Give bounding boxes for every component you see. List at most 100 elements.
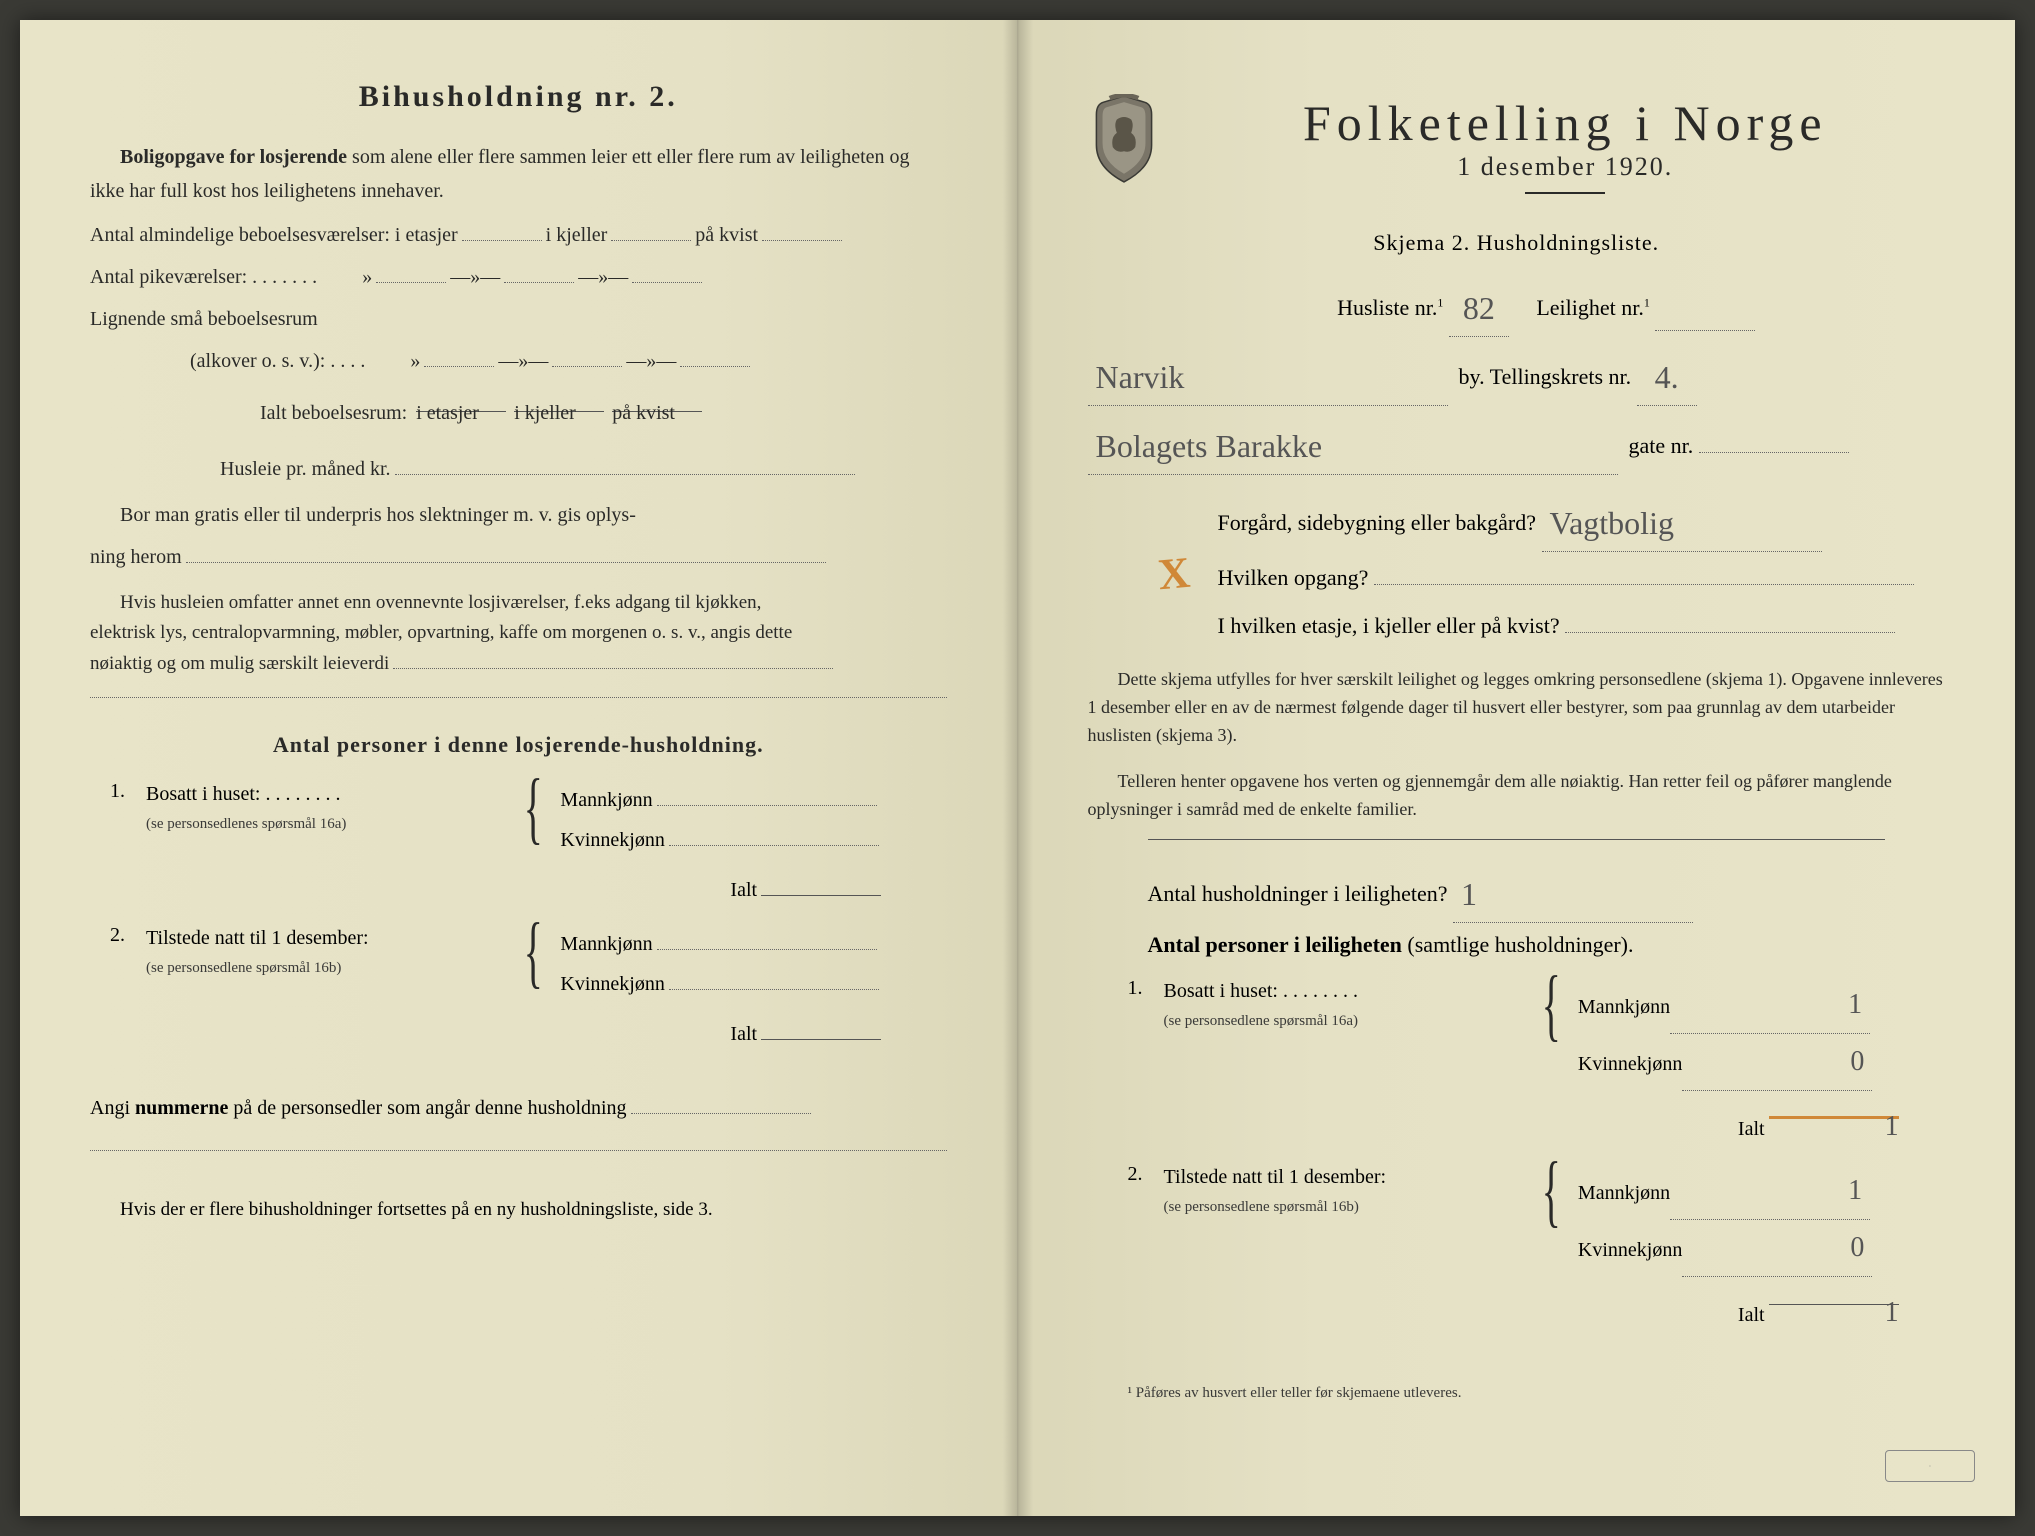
skjema-line: Skjema 2. Husholdningsliste. bbox=[1088, 230, 1946, 256]
left-page: Bihusholdning nr. 2. Boligopgave for los… bbox=[20, 20, 1018, 1516]
list-item-1: 1. Bosatt i huset: . . . . . . . . (se p… bbox=[110, 780, 947, 910]
r-ialt2-val: 1 bbox=[1885, 1297, 1899, 1328]
gate-label: gate nr. bbox=[1629, 433, 1694, 458]
husliste-row: Husliste nr.1 82 Leilighet nr.1 bbox=[1088, 272, 1946, 337]
ialt-text: Ialt bbox=[730, 879, 757, 901]
rooms-row: Antal almindelige beboelsesværelser: i e… bbox=[90, 214, 947, 256]
forgard-label: Forgård, sidebygning eller bakgård? bbox=[1218, 510, 1537, 535]
etasje-row: I hvilken etasje, i kjeller eller på kvi… bbox=[1088, 604, 1946, 648]
angi-rest: på de personsedler som angår denne husho… bbox=[228, 1097, 626, 1119]
document-spread: Bihusholdning nr. 2. Boligopgave for los… bbox=[20, 20, 2015, 1516]
rooms-label: Antal almindelige beboelsesværelser: i e… bbox=[90, 224, 458, 246]
right-page: Folketelling i Norge 1 desember 1920. Sk… bbox=[1018, 20, 2016, 1516]
gratis-row1: Bor man gratis eller til underpris hos s… bbox=[90, 494, 947, 536]
left-footer: Hvis der er flere bihusholdninger fortse… bbox=[90, 1199, 947, 1221]
item2-sub: (se personsedlene spørsmål 16b) bbox=[146, 960, 341, 976]
note-row1: Hvis husleien omfatter annet enn ovennev… bbox=[90, 588, 947, 618]
instruction-2: Telleren henter opgavene hos verten og g… bbox=[1088, 768, 1946, 824]
angi-label: Angi bbox=[90, 1097, 135, 1119]
r-item1-label: Bosatt i huset: . . . . . . . . bbox=[1164, 980, 1358, 1002]
r-ialt2: Ialt bbox=[1738, 1304, 1765, 1326]
r-mann2: Mannkjønn bbox=[1578, 1182, 1670, 1204]
r-item2-sub: (se personsedlene spørsmål 16b) bbox=[1164, 1199, 1359, 1215]
by-label: by. Tellingskrets nr. bbox=[1459, 364, 1632, 389]
forgard-row: Forgård, sidebygning eller bakgård? Vagt… bbox=[1088, 487, 1946, 552]
x-mark-icon: X bbox=[1155, 547, 1191, 601]
mann-label2: Mannkjønn bbox=[560, 933, 652, 955]
husliste-label: Husliste nr. bbox=[1337, 295, 1437, 320]
hush-row: Antal husholdninger i leiligheten? 1 bbox=[1148, 858, 1946, 923]
sup1: 1 bbox=[1437, 296, 1443, 310]
r-item1-sub: (se personsedlene spørsmål 16a) bbox=[1164, 1013, 1359, 1029]
mann-label: Mannkjønn bbox=[560, 789, 652, 811]
r-ialt1-val: 1 bbox=[1885, 1111, 1899, 1142]
by-value: Narvik bbox=[1096, 345, 1185, 409]
opgang-label: Hvilken opgang? bbox=[1218, 565, 1369, 590]
pike-label: Antal pikeværelser: . . . . . . . bbox=[90, 266, 317, 288]
coat-of-arms-icon bbox=[1088, 94, 1160, 186]
left-title: Bihusholdning nr. 2. bbox=[90, 80, 947, 114]
divider bbox=[1148, 839, 1886, 840]
item1-label: Bosatt i huset: . . . . . . . . bbox=[146, 783, 340, 805]
item2-label: Tilstede natt til 1 desember: bbox=[146, 927, 369, 949]
pers-head-rest: (samtlige husholdninger). bbox=[1402, 932, 1634, 957]
by-row: Narvik by. Tellingskrets nr. 4. bbox=[1088, 341, 1946, 406]
section-title: Antal personer i denne losjerende-hushol… bbox=[90, 732, 947, 758]
r-ialt1: Ialt bbox=[1738, 1118, 1765, 1140]
gate-value: Bolagets Barakke bbox=[1096, 414, 1323, 478]
pers-head-bold: Antal personer i leiligheten bbox=[1148, 932, 1402, 957]
angi-bold: nummerne bbox=[135, 1097, 228, 1119]
r-kvinne1: Kvinnekjønn bbox=[1578, 1053, 1682, 1075]
right-header: Folketelling i Norge 1 desember 1920. bbox=[1088, 94, 1946, 218]
rooms-kjeller: i kjeller bbox=[546, 224, 608, 246]
item1-sub: (se personsedlenes spørsmål 16a) bbox=[146, 816, 346, 832]
hush-label: Antal husholdninger i leiligheten? bbox=[1148, 881, 1448, 906]
ialt-label: Ialt beboelsesrum: bbox=[260, 402, 407, 424]
opgang-row: Hvilken opgang? bbox=[1088, 556, 1946, 600]
kvinne-label: Kvinnekjønn bbox=[560, 829, 664, 851]
lignende-label2: (alkover o. s. v.): . . . . bbox=[190, 350, 365, 372]
gratis-row2: ning herom bbox=[90, 536, 947, 578]
r-mann2-val: 1 bbox=[1848, 1175, 1862, 1206]
note-row2: elektrisk lys, centralopvarmning, møbler… bbox=[90, 618, 947, 648]
main-subtitle: 1 desember 1920. bbox=[1186, 152, 1946, 182]
list-item-2: 2. Tilstede natt til 1 desember: (se per… bbox=[110, 924, 947, 1054]
ialt-row: Ialt beboelsesrum: i etasjeri kjellerpå … bbox=[90, 392, 947, 434]
sup2: 1 bbox=[1644, 296, 1650, 310]
ialt-text2: Ialt bbox=[730, 1023, 757, 1045]
intro-bold: Boligopgave for losjerende bbox=[120, 146, 347, 168]
intro-paragraph: Boligopgave for losjerende som alene ell… bbox=[90, 140, 947, 208]
r-kvinne2: Kvinnekjønn bbox=[1578, 1239, 1682, 1261]
note-row3: nøiaktig og om mulig særskilt leieverdi bbox=[90, 649, 947, 679]
r-item2-label: Tilstede natt til 1 desember: bbox=[1164, 1166, 1387, 1188]
right-person-block: 1. Bosatt i huset: . . . . . . . . (se p… bbox=[1128, 977, 1946, 1335]
r-mann1-val: 1 bbox=[1848, 989, 1862, 1020]
krets-value: 4. bbox=[1655, 345, 1679, 409]
main-title: Folketelling i Norge bbox=[1186, 94, 1946, 152]
gate-row: Bolagets Barakke gate nr. bbox=[1088, 410, 1946, 475]
gratis-text2: ning herom bbox=[90, 546, 182, 568]
lignende-row2: (alkover o. s. v.): . . . . »—»——»— bbox=[90, 340, 947, 382]
right-list-item-1: 1. Bosatt i huset: . . . . . . . . (se p… bbox=[1128, 977, 1946, 1149]
ialt-etasjer: i etasjer bbox=[416, 392, 506, 412]
husliste-value: 82 bbox=[1463, 276, 1495, 340]
person-count-block: 1. Bosatt i huset: . . . . . . . . (se p… bbox=[110, 780, 947, 1054]
r-kvinne2-val: 0 bbox=[1850, 1232, 1864, 1263]
angi-row: Angi nummerne på de personsedler som ang… bbox=[90, 1084, 947, 1132]
pike-row: Antal pikeværelser: . . . . . . . »—»——»… bbox=[90, 256, 947, 298]
lignende-row1: Lignende små beboelsesrum bbox=[90, 298, 947, 340]
printer-stamp: · bbox=[1885, 1450, 1975, 1482]
forgard-value: Vagtbolig bbox=[1550, 491, 1674, 555]
note-text3: nøiaktig og om mulig særskilt leieverdi bbox=[90, 653, 389, 674]
r-mann1: Mannkjønn bbox=[1578, 996, 1670, 1018]
ialt-kvist: på kvist bbox=[612, 392, 702, 412]
husleie-label: Husleie pr. måned kr. bbox=[220, 458, 391, 480]
r-kvinne1-val: 0 bbox=[1850, 1046, 1864, 1077]
instruction-1: Dette skjema utfylles for hver særskilt … bbox=[1088, 666, 1946, 750]
right-list-item-2: 2. Tilstede natt til 1 desember: (se per… bbox=[1128, 1163, 1946, 1335]
etasje-label: I hvilken etasje, i kjeller eller på kvi… bbox=[1218, 613, 1560, 638]
hush-value: 1 bbox=[1461, 862, 1477, 926]
husleie-row: Husleie pr. måned kr. bbox=[90, 448, 947, 490]
leilighet-label: Leilighet nr. bbox=[1536, 295, 1644, 320]
rooms-kvist: på kvist bbox=[695, 224, 758, 246]
